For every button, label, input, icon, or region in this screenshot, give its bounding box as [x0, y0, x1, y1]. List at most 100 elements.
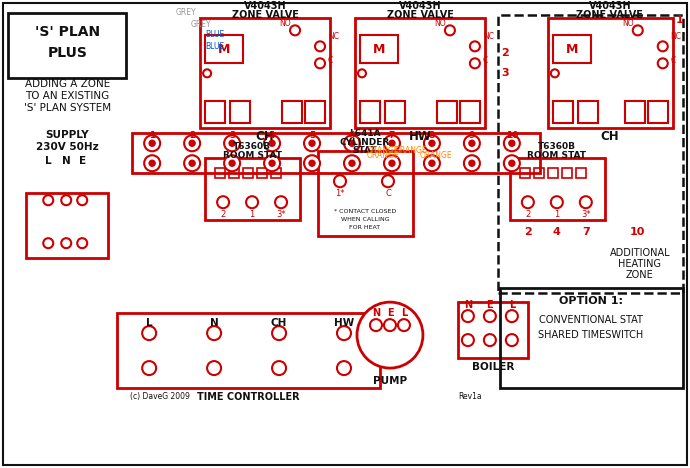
Bar	[458, 302, 528, 358]
Circle shape	[149, 160, 155, 166]
Bar	[205, 158, 300, 220]
Text: 'S' PLAN: 'S' PLAN	[34, 25, 100, 39]
Text: N: N	[372, 308, 380, 318]
Circle shape	[658, 41, 668, 51]
Bar	[548, 168, 558, 178]
Text: T6360B: T6360B	[538, 142, 576, 151]
Circle shape	[484, 310, 496, 322]
Text: 3*: 3*	[581, 210, 591, 219]
Bar	[200, 18, 330, 128]
Text: L641A: L641A	[349, 129, 381, 138]
Circle shape	[357, 302, 423, 368]
Text: (c) DaveG 2009: (c) DaveG 2009	[130, 392, 190, 401]
Text: TIME CONTROLLER: TIME CONTROLLER	[197, 392, 299, 402]
Circle shape	[224, 135, 240, 151]
Text: T6360B: T6360B	[233, 142, 271, 151]
Circle shape	[189, 140, 195, 146]
Circle shape	[184, 155, 200, 171]
Circle shape	[551, 69, 559, 77]
Circle shape	[506, 334, 518, 346]
Text: C: C	[671, 56, 676, 65]
Text: BOILER: BOILER	[472, 362, 514, 372]
Bar	[548, 18, 673, 128]
Text: 3*: 3*	[276, 210, 286, 219]
Text: L: L	[401, 308, 407, 318]
Text: NC: NC	[671, 32, 682, 41]
Text: C: C	[483, 56, 488, 65]
Text: * CONTACT CLOSED: * CONTACT CLOSED	[334, 209, 396, 214]
Circle shape	[272, 361, 286, 375]
Text: N: N	[210, 318, 219, 328]
Circle shape	[144, 155, 160, 171]
Bar	[562, 168, 572, 178]
Text: CH: CH	[600, 130, 619, 143]
Text: CYLINDER: CYLINDER	[340, 138, 390, 147]
Circle shape	[462, 310, 474, 322]
Circle shape	[144, 135, 160, 151]
Circle shape	[506, 310, 518, 322]
Bar	[205, 36, 243, 63]
Text: E: E	[386, 308, 393, 318]
Circle shape	[389, 160, 395, 166]
Text: SUPPLY: SUPPLY	[46, 130, 89, 140]
Bar	[553, 36, 591, 63]
Circle shape	[304, 135, 320, 151]
Text: HEATING: HEATING	[618, 259, 661, 269]
Text: 'S' PLAN SYSTEM: 'S' PLAN SYSTEM	[23, 103, 111, 113]
Text: L: L	[146, 318, 152, 328]
Circle shape	[315, 58, 325, 68]
Bar	[8, 14, 126, 78]
Text: 2: 2	[501, 48, 509, 58]
Circle shape	[334, 175, 346, 187]
Circle shape	[429, 140, 435, 146]
Circle shape	[469, 160, 475, 166]
Bar	[271, 168, 281, 178]
Circle shape	[229, 160, 235, 166]
Text: 4: 4	[553, 227, 561, 237]
Text: 1: 1	[554, 210, 560, 219]
Circle shape	[61, 238, 71, 248]
Circle shape	[344, 135, 360, 151]
Text: ORANGE: ORANGE	[395, 146, 428, 155]
Circle shape	[504, 135, 520, 151]
Bar	[520, 168, 530, 178]
Text: HW: HW	[334, 318, 354, 328]
Text: ORANGE: ORANGE	[367, 151, 400, 160]
Circle shape	[509, 160, 515, 166]
Circle shape	[337, 361, 351, 375]
Text: 2: 2	[524, 227, 532, 237]
Text: N: N	[62, 156, 70, 166]
Text: 8: 8	[428, 131, 435, 140]
Circle shape	[464, 155, 480, 171]
Circle shape	[424, 135, 440, 151]
Text: GREY: GREY	[190, 20, 210, 29]
Bar	[437, 101, 457, 123]
Circle shape	[464, 135, 480, 151]
Text: CONVENTIONAL STAT: CONVENTIONAL STAT	[539, 315, 643, 325]
Bar	[624, 101, 644, 123]
Text: PUMP: PUMP	[373, 376, 407, 386]
Text: Rev1a: Rev1a	[458, 392, 482, 401]
Text: CH: CH	[256, 130, 275, 143]
Text: NC: NC	[328, 32, 339, 41]
Text: 3: 3	[501, 68, 509, 78]
Bar	[553, 101, 573, 123]
Circle shape	[43, 238, 53, 248]
Circle shape	[484, 334, 496, 346]
Text: FOR HEAT: FOR HEAT	[349, 225, 381, 230]
Circle shape	[61, 195, 71, 205]
Circle shape	[509, 140, 515, 146]
Circle shape	[207, 361, 221, 375]
Circle shape	[551, 196, 563, 208]
Circle shape	[224, 155, 240, 171]
Circle shape	[424, 155, 440, 171]
Text: 1: 1	[676, 15, 684, 25]
Bar	[230, 101, 250, 123]
Circle shape	[349, 140, 355, 146]
Circle shape	[445, 25, 455, 36]
Text: TO AN EXISTING: TO AN EXISTING	[25, 91, 109, 101]
Text: 2: 2	[525, 210, 531, 219]
Text: 4: 4	[269, 131, 275, 140]
Circle shape	[398, 319, 410, 331]
Circle shape	[217, 196, 229, 208]
